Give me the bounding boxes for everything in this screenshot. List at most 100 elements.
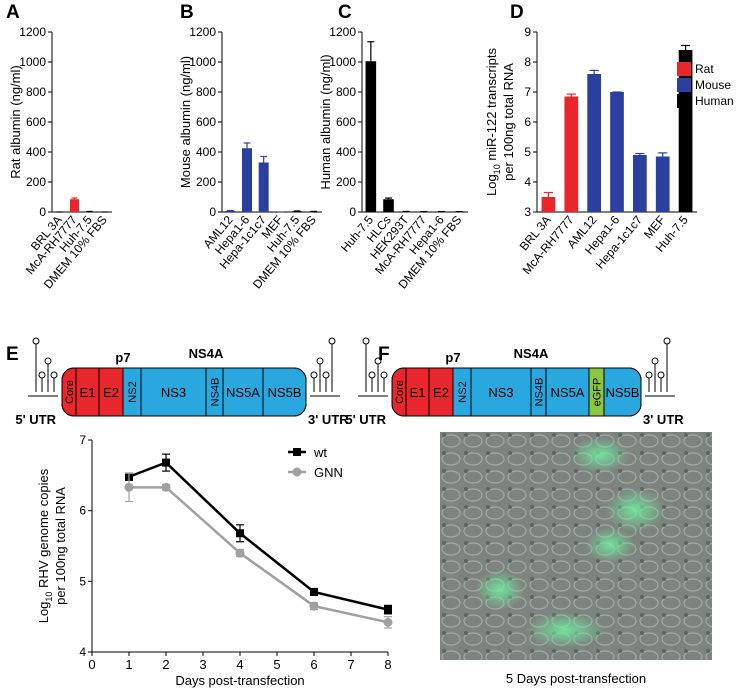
y-tick-label: 1200 [189,25,216,39]
y-tick-label: 0 [39,205,46,219]
y-axis-label: per 100ng total RNA [53,487,68,605]
y-tick-label: 800 [196,85,216,99]
y-tick-label: 5 [524,145,531,159]
marker [236,529,244,538]
y-label-part: Log [36,602,51,624]
y-tick-label: 1000 [19,55,46,69]
y-tick-label: 800 [336,85,356,99]
bar [225,210,236,212]
utr-loop [380,371,388,379]
region-label: p7 [115,350,130,365]
bar [70,199,79,212]
segment-label: Core [64,380,76,404]
region-label: NS4A [514,346,549,361]
legend-label: Human [695,94,734,108]
segment [545,367,590,417]
segment [61,367,77,417]
y-tick-label: 6 [524,115,531,129]
y-axis-label: Rat albumin (ng/ml) [8,65,23,178]
segment [603,367,642,417]
y-label-sub: 10 [44,592,54,602]
microscopy [440,432,712,660]
panel-letter: E [6,344,19,365]
segment [428,367,454,417]
y-tick-label: 200 [196,175,216,189]
marker [124,482,134,492]
y-tick-label: 400 [336,145,356,159]
segment [391,367,407,417]
utr-loop [322,371,330,379]
y-tick-label: 1000 [329,55,356,69]
legend-swatch [677,78,691,92]
segment-label: Core [394,380,406,404]
legend-label: wt [313,445,327,460]
marker [384,605,392,614]
utr-label: 3' UTR [643,412,684,427]
segment-label: NS5A [226,385,260,400]
y-tick-label: 0 [349,205,356,219]
y-tick-label: 4 [79,645,86,659]
y-axis-label: per 100ng total RNA [501,63,516,181]
panel-letter: D [510,2,524,23]
legend-swatch [677,62,691,76]
y-tick-label: 400 [26,145,46,159]
segment-label: E2 [103,385,119,400]
gfp-signal [585,527,635,563]
y-tick-label: 7 [524,85,531,99]
gfp-signal [570,437,630,473]
bar [242,148,252,212]
utr-loop [362,337,370,345]
utr-label: 5' UTR [15,412,56,427]
y-label-part: miR-122 transcripts [484,47,499,164]
marker [309,601,319,611]
bar [564,96,579,212]
x-tick-label: 3 [199,657,206,672]
utr-loop [328,337,336,345]
image-caption: 5 Days post-transfection [506,671,646,686]
region-label: NS4A [189,346,224,361]
marker [161,482,171,492]
y-label-part: RHV genome copies [36,468,51,591]
segment-label: NS3 [161,385,186,400]
y-axis-label: Human albumin (ng/ml) [318,54,333,189]
y-tick-label: 0 [209,205,216,219]
panel-letter: A [6,2,20,23]
segment-label: eGFP [592,378,604,407]
marker [162,458,170,467]
legend-label: GNN [314,465,343,480]
segment-label: E2 [433,385,449,400]
segment-label: NS4B [210,378,222,407]
y-axis-label: Mouse albumin (ng/ml) [178,56,193,188]
segment [262,367,307,417]
segment [470,367,532,417]
y-tick-label: 800 [26,85,46,99]
utr-loop [663,337,671,345]
utr-loop [645,371,653,379]
panel-letter: F [378,344,390,365]
legend-label: Mouse [695,78,731,92]
y-axis-label: Log10 miR-122 transcripts [484,47,502,196]
gfp-signal [525,612,605,648]
x-tick-label: 0 [88,657,95,672]
y-tick-label: 4 [524,175,531,189]
bar [258,162,269,212]
series-line [129,486,389,624]
x-tick-label: 1 [125,657,132,672]
utr-loop [657,371,665,379]
segment [140,367,207,417]
gfp-signal [605,488,665,532]
y-tick-label: 5 [79,574,86,588]
bar [541,197,556,212]
x-tick-label: 7 [347,657,354,672]
y-tick-label: 9 [524,25,531,39]
y-tick-label: 400 [196,145,216,159]
y-tick-label: 600 [336,115,356,129]
y-tick-label: 3 [524,205,531,219]
y-tick-label: 1200 [329,25,356,39]
gfp-signal [475,570,525,610]
segment-label: NS3 [488,385,513,400]
segment-label: E1 [410,385,426,400]
utr-loop [32,337,40,345]
utr-loop [50,371,58,379]
